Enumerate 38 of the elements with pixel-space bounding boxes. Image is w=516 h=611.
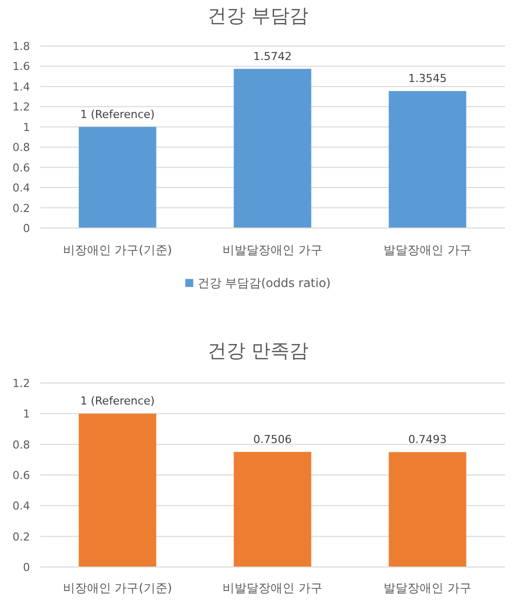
x-tick-label: 비장애인 가구(기준) bbox=[62, 243, 172, 257]
y-tick-label: 1 bbox=[23, 120, 30, 134]
y-tick-label: 1.2 bbox=[12, 377, 30, 390]
x-tick-label: 비발달장애인 가구 bbox=[222, 581, 322, 595]
y-tick-label: 1.4 bbox=[12, 80, 30, 94]
data-label: 1 (Reference) bbox=[80, 108, 155, 121]
y-tick-label: 0.8 bbox=[12, 438, 30, 452]
y-tick-label: 0.6 bbox=[12, 469, 30, 482]
x-tick-label: 비장애인 가구(기준) bbox=[62, 581, 172, 595]
data-label: 1 (Reference) bbox=[80, 394, 155, 408]
y-tick-label: 0.2 bbox=[12, 202, 30, 215]
x-tick-label: 발달장애인 가구 bbox=[384, 581, 472, 595]
bar bbox=[234, 68, 312, 228]
y-tick-label: 0 bbox=[23, 561, 30, 574]
y-tick-label: 0.2 bbox=[12, 530, 30, 544]
x-tick-label: 비발달장애인 가구 bbox=[222, 243, 322, 257]
legend-label: 건강 부담감(odds ratio) bbox=[197, 276, 331, 290]
x-tick-label: 발달장애인 가구 bbox=[384, 243, 472, 257]
y-tick-label: 1.8 bbox=[12, 40, 30, 53]
data-label: 0.7506 bbox=[253, 432, 292, 446]
bar bbox=[78, 126, 156, 228]
data-label: 0.7493 bbox=[408, 433, 447, 446]
bar bbox=[78, 414, 156, 567]
y-tick-label: 1.6 bbox=[12, 60, 30, 74]
chart-title: 건강 만족감 bbox=[207, 340, 309, 362]
y-tick-label: 0.6 bbox=[12, 161, 30, 174]
data-label: 1.5742 bbox=[253, 50, 292, 63]
y-tick-label: 0 bbox=[23, 222, 30, 235]
y-tick-label: 0.4 bbox=[12, 500, 30, 513]
y-tick-label: 0.8 bbox=[12, 141, 30, 154]
bar bbox=[388, 91, 466, 228]
bar bbox=[388, 452, 466, 567]
y-tick-label: 0.4 bbox=[12, 182, 30, 195]
bar bbox=[234, 452, 312, 567]
data-label: 1.3545 bbox=[408, 72, 447, 86]
chart-title: 건강 부담감 bbox=[207, 5, 309, 27]
y-tick-label: 1.2 bbox=[12, 100, 30, 114]
y-tick-label: 1 bbox=[23, 408, 30, 421]
